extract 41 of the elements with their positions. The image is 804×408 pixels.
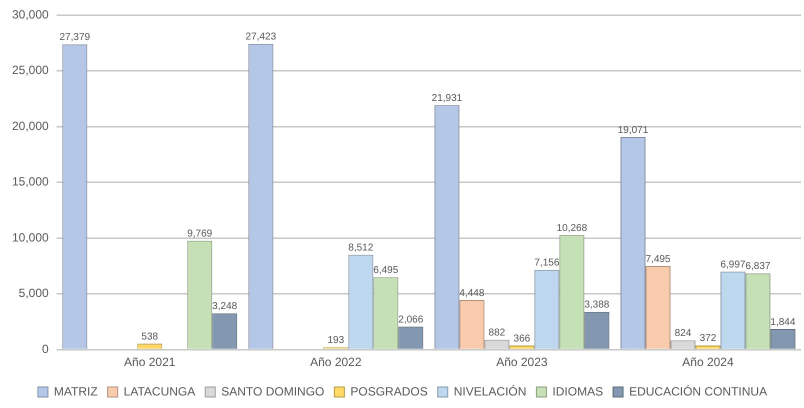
legend-label: NIVELACIÓN [454, 384, 526, 398]
x-tick-label: Año 2022 [310, 355, 362, 370]
data-label: 6,997 [720, 259, 746, 270]
data-label: 2,066 [398, 314, 424, 326]
y-tick-label: 25,000 [12, 63, 50, 78]
y-tick-label: 5,000 [18, 286, 50, 300]
y-tick-label: 20,000 [12, 118, 50, 133]
legend-label: POSGRADOS [350, 384, 428, 398]
data-label: 372 [700, 333, 717, 344]
data-label: 3,388 [584, 300, 610, 311]
data-label: 27,379 [59, 32, 91, 44]
x-tick-label: Año 2023 [496, 355, 548, 370]
y-tick-label: 30,000 [12, 8, 50, 22]
x-tick-label: Año 2024 [682, 355, 734, 370]
data-label: 193 [327, 335, 345, 346]
data-label: 1,844 [770, 316, 796, 328]
data-label: 824 [674, 328, 692, 340]
legend-label: IDIOMAS [552, 384, 604, 398]
data-label: 27,423 [246, 32, 277, 43]
y-tick-label: 15,000 [12, 174, 50, 189]
data-label: 6,495 [373, 264, 399, 276]
data-label: 21,931 [432, 92, 463, 104]
data-label: 8,512 [348, 242, 374, 254]
y-tick-label: 10,000 [12, 230, 50, 244]
data-label: 6,837 [745, 261, 771, 272]
legend-label: LATACUNGA [124, 384, 196, 398]
data-label: 7,156 [534, 258, 560, 269]
data-label: 9,769 [187, 228, 213, 240]
legend-label: MATRIZ [54, 384, 98, 398]
data-label: 10,268 [556, 222, 588, 234]
data-label: 538 [141, 331, 159, 342]
legend-label: EDUCACIÓN CONTINUA [629, 384, 768, 398]
data-label: 366 [514, 333, 531, 344]
data-label: 3,248 [212, 301, 238, 312]
y-tick-label: 0 [42, 342, 50, 356]
data-label: 7,495 [645, 254, 671, 265]
legend-label: SANTO DOMINGO [221, 384, 324, 398]
x-tick-label: Año 2021 [124, 355, 176, 370]
data-label: 882 [488, 328, 506, 339]
data-label: 19,071 [618, 124, 649, 136]
data-label: 4,448 [459, 288, 485, 299]
